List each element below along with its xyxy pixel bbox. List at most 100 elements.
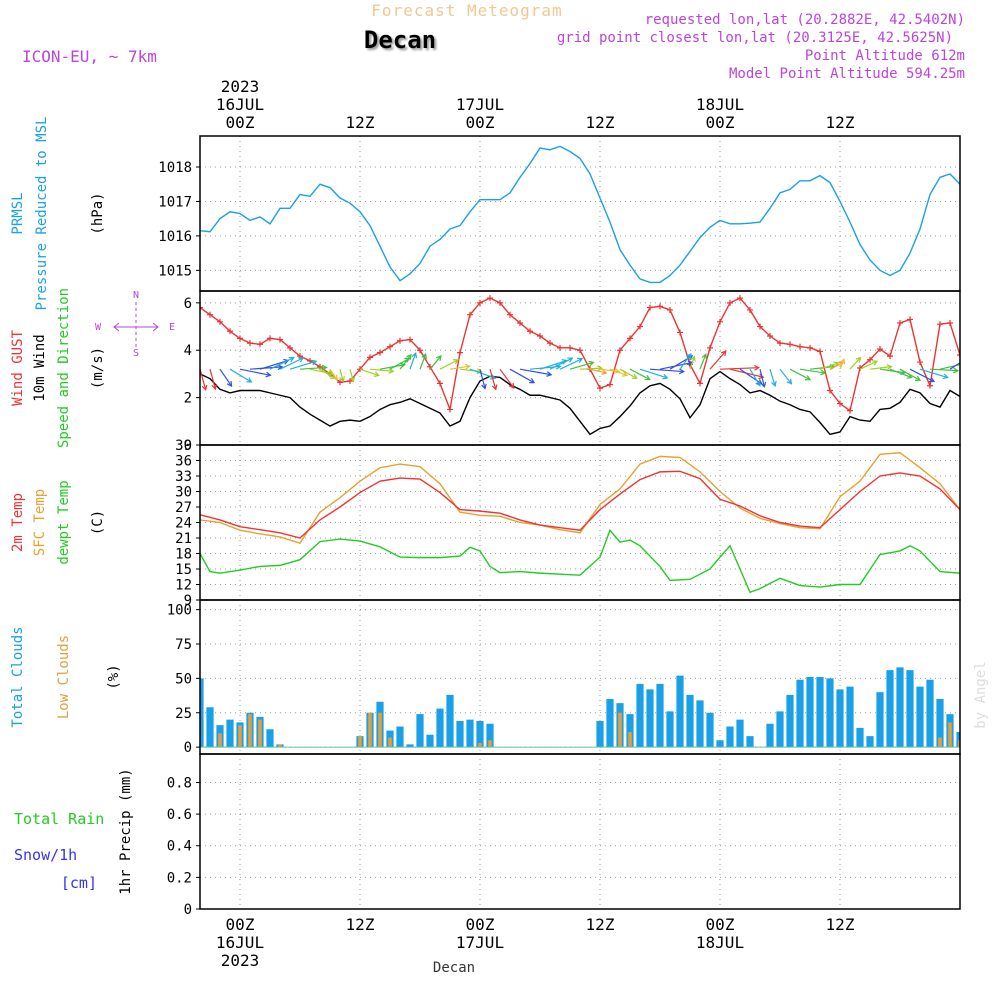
wind-arrow <box>699 354 707 370</box>
gridpoint-coords: grid point closest lon,lat (20.3125E, 42… <box>557 30 953 46</box>
gust-point <box>777 340 783 347</box>
gust-point <box>517 319 523 326</box>
wind-arrow-head <box>226 381 233 388</box>
time-label-bottom: 2023 <box>221 951 260 970</box>
cloud-bar <box>636 683 644 748</box>
cloud-bar <box>226 719 234 748</box>
cloud-bar <box>936 699 944 748</box>
cloud-bar <box>618 712 622 748</box>
wind-arrow-head <box>701 353 708 360</box>
ytick-label: 0.6 <box>167 807 192 823</box>
cloud-bar <box>886 670 894 748</box>
cloud-bar <box>396 726 404 748</box>
cloud-bar <box>686 694 694 748</box>
cloud-bar <box>916 686 924 748</box>
gust-point <box>677 329 683 336</box>
gust-point <box>747 306 753 313</box>
cloud-bar <box>406 744 414 748</box>
cloud-bar <box>238 725 242 748</box>
panel-wind: 0 2 4 6 Wind GUST 10m Wind Speed and Direction… <box>10 288 986 454</box>
gust-point <box>317 363 323 370</box>
ytick-label: 50 <box>175 671 192 687</box>
ylabel-line: PRMSL <box>10 192 26 234</box>
wind-arrow-head <box>508 382 515 389</box>
series-pressure <box>200 145 960 284</box>
wind-arrow <box>829 362 844 370</box>
time-label-bottom: 12Z <box>346 915 375 934</box>
gust-point <box>537 333 543 340</box>
time-label-bottom: 00Z <box>706 915 735 934</box>
cloud-bar <box>666 711 674 748</box>
time-label-top: 16JUL <box>216 95 264 114</box>
wind-arrow <box>519 368 552 376</box>
series-temp2m <box>200 470 960 539</box>
ylabel-line: Low Clouds <box>56 635 72 719</box>
cloud-bar <box>696 700 704 748</box>
wind-arrow-head <box>981 359 986 364</box>
ytick-label: 24 <box>175 516 192 532</box>
cloud-bar <box>968 744 972 747</box>
ytick-label: 75 <box>175 637 192 653</box>
wind-arrow-head <box>621 371 629 377</box>
cloud-bar <box>266 729 274 748</box>
wind-arrow-head <box>404 357 411 363</box>
gust-point <box>507 311 513 318</box>
wind-arrow <box>799 368 826 374</box>
wind-arrow <box>859 360 878 370</box>
clouds-plot <box>200 667 972 748</box>
ytick-label: 1018 <box>158 160 192 176</box>
gust-point <box>717 318 723 325</box>
wind-arrow <box>389 357 410 370</box>
gust-point <box>817 348 823 355</box>
series-low <box>218 712 972 748</box>
cloud-bar <box>766 723 774 748</box>
ylabel-line: Speed and Direction <box>56 288 72 448</box>
cloud-bar <box>656 683 664 748</box>
gust-point <box>787 341 793 348</box>
gust-point <box>457 349 463 356</box>
cloud-bar <box>646 689 654 748</box>
gust-point <box>967 316 973 322</box>
wind-arrow <box>959 368 960 370</box>
gust-point <box>437 380 443 387</box>
cloud-bar <box>796 679 804 748</box>
gust-point <box>397 337 403 344</box>
wind-arrow <box>589 368 607 374</box>
cloud-bar <box>958 740 960 748</box>
wind-arrow <box>269 357 294 370</box>
gust-point <box>387 343 393 350</box>
wind-arrow <box>889 368 912 379</box>
wind-arrow-head <box>855 356 862 363</box>
requested-coords: requested lon,lat (20.2882E, 42.5402N) <box>645 12 965 28</box>
wind-arrow-head <box>265 371 272 378</box>
ylabel-line: Pressure Reduced to MSL <box>34 117 50 311</box>
ytick-label: 4 <box>184 343 192 359</box>
wind-arrow <box>479 369 486 389</box>
gust-point <box>727 299 733 306</box>
gust-point <box>877 346 883 353</box>
precip-frame <box>199 753 961 910</box>
wind-arrow-head <box>678 368 685 375</box>
gust-point <box>377 349 383 356</box>
gust-point <box>577 347 583 354</box>
gust-point <box>947 319 953 326</box>
wind-ylabels: Wind GUST 10m Wind Speed and Direction (m/s… <box>10 288 106 448</box>
time-label-top: 00Z <box>466 113 495 132</box>
ytick-label: 6 <box>184 296 192 312</box>
gust-point <box>467 311 473 318</box>
gust-point <box>547 340 553 347</box>
cloud-bar <box>706 712 714 748</box>
wind-arrow <box>839 359 845 370</box>
point-altitude: Point Altitude 612m <box>805 48 965 64</box>
cloud-bar <box>816 677 824 748</box>
cloud-bar <box>836 689 844 748</box>
wind-arrow-head <box>349 376 356 383</box>
wind-arrow-head <box>597 365 604 372</box>
wind-arrow <box>819 362 839 370</box>
ytick-label: 27 <box>175 500 192 516</box>
wind-arrow <box>239 368 271 376</box>
time-label-top: 00Z <box>226 113 255 132</box>
